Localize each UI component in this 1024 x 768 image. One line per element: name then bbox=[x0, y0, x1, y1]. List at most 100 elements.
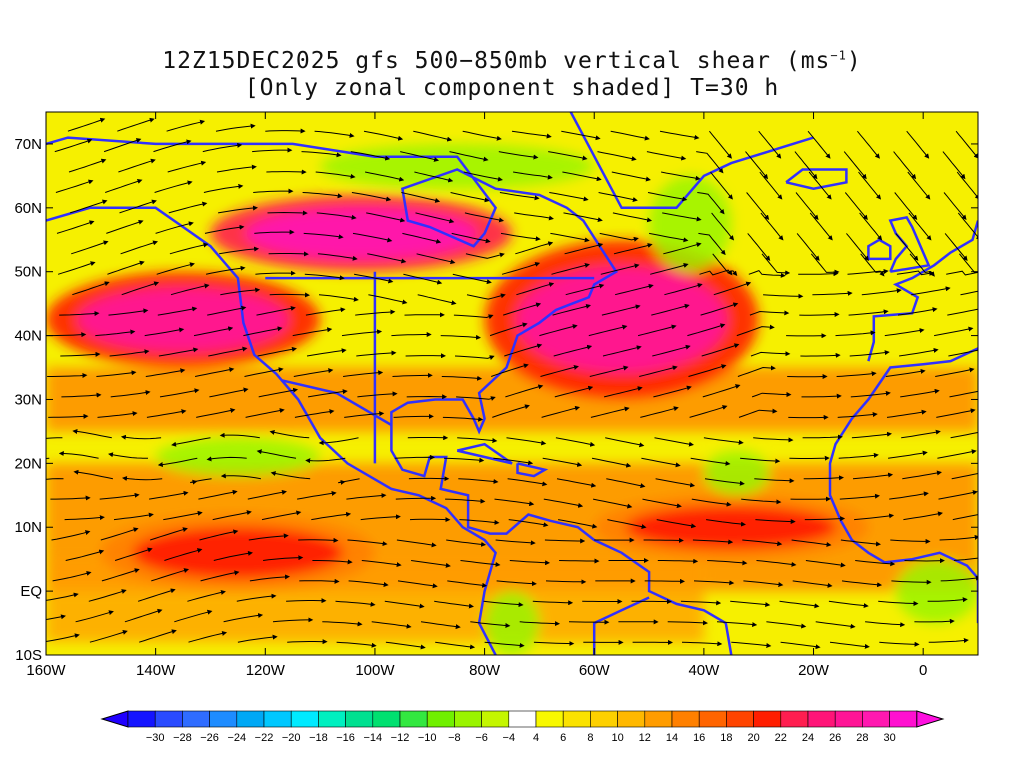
streamline bbox=[154, 180, 193, 193]
streamline bbox=[440, 334, 481, 340]
streamline bbox=[697, 192, 725, 215]
colorbar-swatch bbox=[753, 710, 782, 728]
streamline bbox=[322, 621, 363, 627]
colorbar-label: 14 bbox=[666, 732, 678, 744]
streamline bbox=[589, 365, 629, 377]
streamline bbox=[637, 324, 677, 337]
streamline bbox=[847, 270, 885, 277]
streamline bbox=[462, 130, 502, 141]
streamline bbox=[703, 437, 744, 445]
streamline bbox=[800, 352, 841, 358]
streamline bbox=[884, 328, 925, 337]
streamline bbox=[515, 241, 554, 255]
colorbar-label: −4 bbox=[503, 732, 516, 744]
streamline bbox=[890, 538, 931, 544]
streamline bbox=[139, 629, 177, 643]
coastline bbox=[390, 425, 733, 655]
streamline bbox=[662, 212, 702, 222]
streamline bbox=[693, 580, 735, 586]
streamline bbox=[803, 475, 844, 481]
streamline bbox=[894, 192, 918, 221]
streamline bbox=[745, 151, 769, 180]
streamline bbox=[170, 283, 210, 296]
streamline bbox=[357, 391, 398, 398]
streamline bbox=[255, 270, 296, 276]
streamline bbox=[489, 322, 528, 337]
streamline bbox=[206, 456, 247, 462]
streamline bbox=[644, 578, 685, 584]
streamline bbox=[493, 457, 534, 466]
shear-band-core bbox=[132, 527, 344, 579]
streamline bbox=[46, 592, 79, 601]
streamline bbox=[105, 178, 143, 193]
streamline bbox=[829, 641, 870, 649]
streamline bbox=[651, 303, 690, 316]
streamline bbox=[766, 621, 807, 629]
streamline bbox=[779, 600, 820, 609]
streamline bbox=[713, 281, 752, 296]
streamline bbox=[220, 473, 261, 480]
streamline bbox=[681, 641, 723, 647]
streamline bbox=[316, 212, 357, 220]
streamline bbox=[550, 232, 590, 243]
streamline bbox=[311, 511, 352, 521]
streamline bbox=[939, 534, 978, 541]
streamline bbox=[46, 633, 80, 642]
streamline bbox=[61, 392, 102, 398]
streamline bbox=[548, 151, 588, 161]
streamline bbox=[46, 478, 64, 480]
streamline bbox=[314, 130, 355, 138]
colorbar-max-arrow bbox=[916, 710, 945, 728]
streamline bbox=[664, 283, 703, 296]
streamline bbox=[730, 600, 771, 608]
streamline bbox=[107, 260, 145, 275]
streamline bbox=[355, 309, 396, 316]
streamline bbox=[305, 307, 346, 316]
streamline bbox=[914, 618, 955, 624]
shear-band-core bbox=[245, 207, 478, 259]
streamline bbox=[52, 570, 92, 582]
streamline bbox=[807, 130, 831, 159]
streamline bbox=[420, 621, 461, 630]
streamline bbox=[209, 387, 249, 398]
streamline bbox=[402, 232, 442, 244]
streamline bbox=[927, 597, 968, 603]
colorbar-swatch bbox=[562, 710, 591, 728]
streamline bbox=[746, 192, 770, 221]
streamline bbox=[156, 262, 195, 275]
streamline bbox=[120, 240, 159, 255]
streamline bbox=[588, 324, 628, 337]
streamline bbox=[500, 232, 541, 242]
streamline bbox=[663, 242, 702, 255]
streamline bbox=[69, 199, 108, 214]
streamline bbox=[943, 192, 967, 221]
streamline bbox=[741, 498, 782, 505]
colorbar-swatch bbox=[318, 710, 346, 728]
streamline bbox=[504, 343, 543, 357]
map-frame bbox=[45, 111, 979, 656]
streamline bbox=[219, 432, 260, 439]
x-tick-label: 20W bbox=[798, 662, 830, 679]
streamline bbox=[366, 212, 406, 223]
streamline bbox=[533, 641, 575, 647]
streamline bbox=[688, 364, 727, 377]
streamline bbox=[794, 151, 818, 180]
easterly-patch bbox=[895, 559, 978, 624]
colorbar-swatch bbox=[590, 710, 618, 728]
streamline bbox=[174, 609, 213, 623]
streamline bbox=[591, 457, 632, 468]
streamline bbox=[256, 449, 297, 459]
streamline bbox=[889, 491, 929, 500]
streamline bbox=[470, 621, 511, 628]
streamline bbox=[906, 130, 930, 159]
streamline bbox=[855, 560, 896, 567]
streamline bbox=[384, 600, 425, 609]
streamline bbox=[315, 171, 356, 179]
streamline bbox=[450, 192, 490, 203]
colorbar-label: −16 bbox=[336, 732, 355, 744]
coastline bbox=[888, 216, 931, 273]
streamline bbox=[564, 242, 604, 255]
streamline bbox=[496, 580, 537, 587]
streamline bbox=[828, 600, 869, 609]
streamline bbox=[67, 117, 106, 132]
